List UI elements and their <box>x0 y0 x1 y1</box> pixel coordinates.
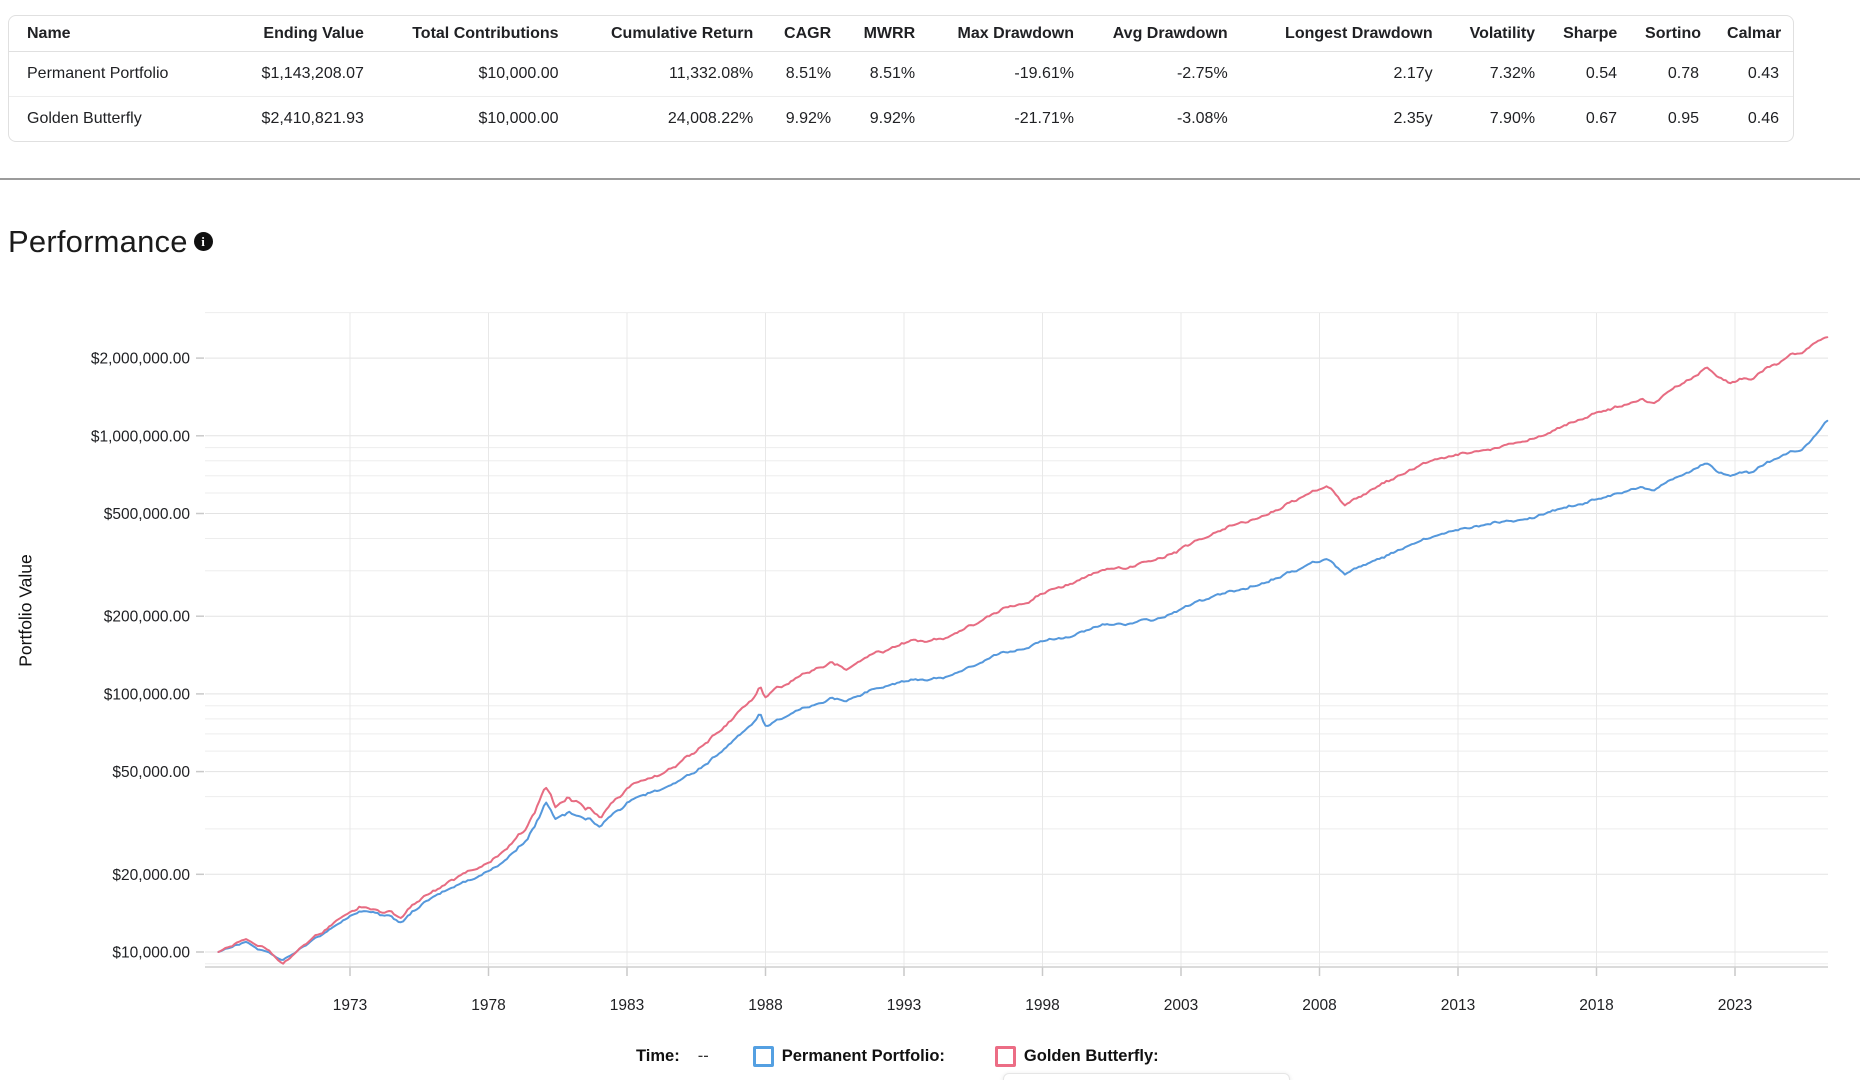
cell-cumulative_return: 11,332.08% <box>572 51 768 97</box>
cell-max_drawdown: -21.71% <box>1014 110 1074 127</box>
info-icon[interactable]: i <box>193 232 213 251</box>
series-line-golden-butterfly[interactable] <box>217 336 1829 965</box>
cell-calmar: 0.43 <box>1713 51 1793 97</box>
cell-ending_value: $2,410,821.93 <box>261 110 364 127</box>
column-header-ending_value: Ending Value <box>244 16 378 52</box>
x-tick-label: 2003 <box>1164 997 1198 1014</box>
cell-sharpe: 0.67 <box>1585 110 1618 127</box>
x-tick-label: 1983 <box>610 997 644 1014</box>
column-header-total_contributions: Total Contributions <box>377 16 573 52</box>
legend-swatch-permanent-portfolio <box>752 1046 774 1067</box>
column-header-sharpe: Sharpe <box>1549 16 1632 52</box>
y-tick-label: $500,000.00 <box>104 506 191 523</box>
cell-sortino: 0.95 <box>1667 110 1700 127</box>
column-header-cumulative_return: Cumulative Return <box>572 16 768 52</box>
cell-total_contributions: $10,000.00 <box>478 110 559 127</box>
legend-swatch-golden-butterfly <box>994 1046 1016 1067</box>
cell-cumulative_return: 24,008.22% <box>667 110 754 127</box>
column-header-max_drawdown: Max Drawdown <box>929 16 1088 52</box>
column-header-avg_drawdown: Avg Drawdown <box>1087 16 1242 52</box>
cell-calmar: 0.46 <box>1747 110 1779 127</box>
cell-name: Permanent Portfolio <box>9 51 245 97</box>
cell-mwrr: 8.51% <box>845 51 930 97</box>
cell-longest_drawdown: 2.17y <box>1241 51 1447 97</box>
hover-tooltip-partial <box>1003 1073 1290 1080</box>
table-row-golden-butterfly: Golden Butterfly $2,410,821.93 $10,000.00 2… <box>9 97 1793 142</box>
y-tick-label: $100,000.00 <box>104 686 191 703</box>
legend-time-label: Time: <box>636 1047 680 1065</box>
table-row-permanent-portfolio: Permanent Portfolio $1,143,208.07 $10,000.… <box>9 51 1793 97</box>
series-line-permanent-portfolio[interactable] <box>217 419 1829 961</box>
y-tick-label: $1,000,000.00 <box>91 428 191 445</box>
legend-time-value: -- <box>697 1047 709 1065</box>
cell-cagr: 8.51% <box>767 51 846 97</box>
column-header-calmar: Calmar <box>1713 16 1793 52</box>
cell-ending_value: $1,143,208.07 <box>244 51 378 97</box>
cell-avg_drawdown: -2.75% <box>1087 51 1242 97</box>
x-tick-label: 1998 <box>1025 997 1059 1014</box>
column-header-name: Name <box>9 16 245 52</box>
column-header-mwrr: MWRR <box>845 16 930 52</box>
cell-name: Golden Butterfly <box>27 110 142 127</box>
summary-table-header-row: Name Ending Value Total Contributions Cumul… <box>9 16 1793 52</box>
x-tick-label: 1988 <box>748 997 782 1014</box>
performance-chart[interactable]: $2,000,000.00 $1,000,000.00 $500,000.00 $20… <box>0 280 1860 1040</box>
cell-avg_drawdown: -3.08% <box>1176 110 1228 127</box>
performance-heading: Performance i <box>8 224 213 260</box>
y-tick-label: $20,000.00 <box>112 867 190 884</box>
performance-title: Performance <box>8 224 188 259</box>
x-tick-label: 1993 <box>887 997 921 1014</box>
x-tick-label: 2023 <box>1718 997 1752 1014</box>
cell-cagr: 9.92% <box>785 110 832 127</box>
x-tick-label: 2018 <box>1579 997 1613 1014</box>
legend-item-golden-butterfly[interactable]: Golden Butterfly: <box>994 1046 1159 1067</box>
x-tick-label: 1973 <box>333 997 367 1014</box>
column-header-cagr: CAGR <box>767 16 846 52</box>
column-header-longest_drawdown: Longest Drawdown <box>1241 16 1447 52</box>
y-tick-label: $50,000.00 <box>112 764 190 781</box>
summary-table: Name Ending Value Total Contributions Cumul… <box>9 16 1793 141</box>
cell-volatility: 7.90% <box>1489 110 1536 127</box>
cell-sortino: 0.78 <box>1631 51 1714 97</box>
legend-label-golden-butterfly: Golden Butterfly: <box>1023 1047 1159 1065</box>
y-tick-label: $2,000,000.00 <box>91 351 191 368</box>
column-header-sortino: Sortino <box>1631 16 1714 52</box>
x-tick-label: 1978 <box>471 997 505 1014</box>
y-tick-label: $200,000.00 <box>104 609 191 626</box>
chart-legend: Time: -- Permanent Portfolio: Golden But… <box>636 1046 1159 1067</box>
cell-sharpe: 0.54 <box>1549 51 1632 97</box>
legend-label-permanent-portfolio: Permanent Portfolio: <box>781 1047 945 1065</box>
cell-mwrr: 9.92% <box>869 110 916 127</box>
cell-volatility: 7.32% <box>1446 51 1550 97</box>
column-header-volatility: Volatility <box>1446 16 1550 52</box>
cell-total_contributions: $10,000.00 <box>377 51 573 97</box>
cell-max_drawdown: -19.61% <box>929 51 1088 97</box>
section-divider <box>0 178 1860 180</box>
y-tick-label: $10,000.00 <box>112 945 190 962</box>
x-tick-label: 2008 <box>1302 997 1336 1014</box>
summary-table-card: Name Ending Value Total Contributions Cumul… <box>8 15 1794 142</box>
cell-longest_drawdown: 2.35y <box>1393 110 1433 127</box>
legend-item-permanent-portfolio[interactable]: Permanent Portfolio: <box>752 1046 945 1067</box>
x-tick-label: 2013 <box>1441 997 1475 1014</box>
